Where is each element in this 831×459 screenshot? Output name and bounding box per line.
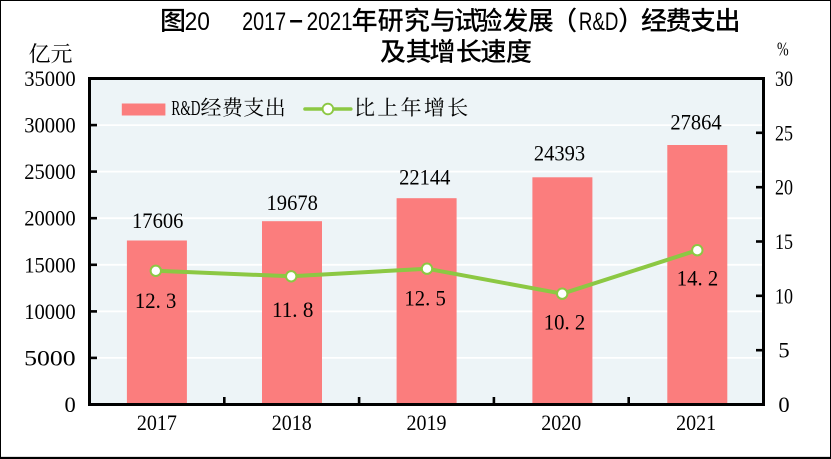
- svg-text:24393: 24393: [534, 141, 585, 166]
- svg-text:%: %: [777, 38, 789, 60]
- svg-text:30000: 30000: [24, 113, 76, 138]
- svg-text:10. 2: 10. 2: [544, 309, 585, 334]
- svg-text:35000: 35000: [24, 66, 76, 91]
- svg-text:0: 0: [64, 392, 75, 417]
- svg-text:15000: 15000: [24, 252, 76, 277]
- svg-text:20: 20: [185, 8, 210, 36]
- svg-text:20000: 20000: [24, 206, 76, 231]
- svg-text:5: 5: [778, 338, 789, 363]
- svg-text:R&D: R&D: [171, 96, 200, 120]
- svg-text:17606: 17606: [132, 208, 183, 233]
- svg-text:2017: 2017: [242, 8, 286, 36]
- svg-text:5000: 5000: [24, 345, 76, 370]
- svg-text:25: 25: [775, 120, 793, 145]
- svg-text:2020: 2020: [541, 410, 581, 435]
- svg-text:2018: 2018: [272, 410, 312, 435]
- svg-text:2019: 2019: [407, 410, 447, 435]
- svg-text:11. 8: 11. 8: [272, 297, 313, 322]
- svg-text:20: 20: [775, 175, 793, 200]
- svg-text:10: 10: [775, 283, 793, 308]
- svg-text:30: 30: [775, 66, 793, 91]
- svg-text:2017: 2017: [137, 410, 177, 435]
- svg-text:R&D: R&D: [579, 8, 619, 36]
- svg-text:19678: 19678: [267, 190, 318, 215]
- svg-text:15: 15: [775, 229, 793, 254]
- svg-text:10000: 10000: [24, 299, 76, 324]
- svg-text:12. 3: 12. 3: [135, 288, 176, 313]
- svg-text:27864: 27864: [670, 109, 721, 134]
- svg-text:2021: 2021: [676, 410, 716, 435]
- svg-text:14. 2: 14. 2: [677, 266, 718, 291]
- svg-text:22144: 22144: [399, 164, 450, 189]
- svg-text:0: 0: [778, 392, 789, 417]
- svg-text:25000: 25000: [24, 159, 76, 184]
- svg-text:12. 5: 12. 5: [404, 285, 445, 310]
- svg-text:2021: 2021: [307, 8, 353, 36]
